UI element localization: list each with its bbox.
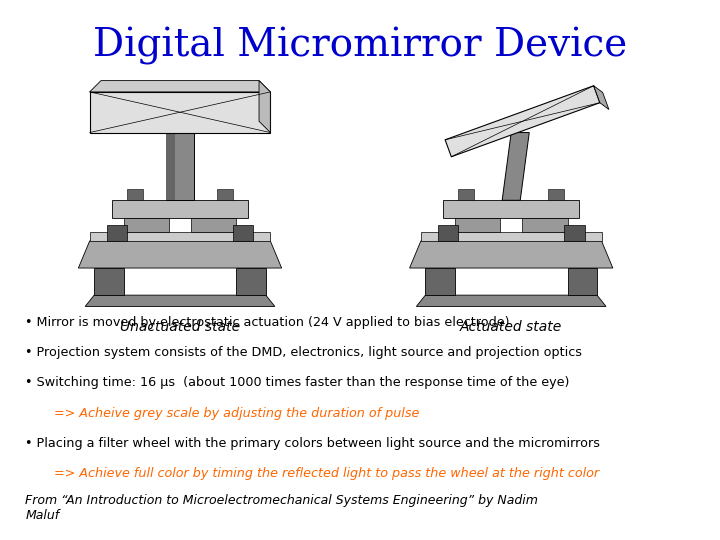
Text: Unactuated state: Unactuated state <box>120 320 240 334</box>
Polygon shape <box>90 92 270 132</box>
Polygon shape <box>502 132 529 200</box>
Polygon shape <box>233 225 253 241</box>
Text: Digital Micromirror Device: Digital Micromirror Device <box>93 27 627 65</box>
Polygon shape <box>94 268 124 295</box>
Polygon shape <box>90 232 270 241</box>
Polygon shape <box>107 225 127 241</box>
Polygon shape <box>549 189 564 200</box>
Polygon shape <box>567 268 597 295</box>
Polygon shape <box>426 268 455 295</box>
Polygon shape <box>416 295 606 306</box>
Polygon shape <box>217 189 233 200</box>
Polygon shape <box>438 225 458 241</box>
Polygon shape <box>124 218 168 232</box>
Text: From “An Introduction to Microelectromechanical Systems Engineering” by Nadim
Ma: From “An Introduction to Microelectromec… <box>25 494 538 522</box>
Polygon shape <box>444 200 579 218</box>
Text: • Mirror is moved by electrostatic actuation (24 V applied to bias electrode): • Mirror is moved by electrostatic actua… <box>25 316 510 329</box>
Polygon shape <box>236 268 266 295</box>
Polygon shape <box>85 295 275 306</box>
Polygon shape <box>455 218 500 232</box>
Polygon shape <box>410 241 613 268</box>
Polygon shape <box>421 232 601 241</box>
Polygon shape <box>523 218 567 232</box>
Polygon shape <box>445 86 600 157</box>
Polygon shape <box>458 189 474 200</box>
Text: => Achieve full color by timing the reflected light to pass the wheel at the rig: => Achieve full color by timing the refl… <box>54 467 599 480</box>
Text: Actuated state: Actuated state <box>460 320 562 334</box>
Polygon shape <box>192 218 236 232</box>
Polygon shape <box>166 132 176 200</box>
Text: • Placing a filter wheel with the primary colors between light source and the mi: • Placing a filter wheel with the primar… <box>25 437 600 450</box>
Polygon shape <box>112 200 248 218</box>
Polygon shape <box>259 80 270 132</box>
Text: • Switching time: 16 μs  (about 1000 times faster than the response time of the : • Switching time: 16 μs (about 1000 time… <box>25 376 570 389</box>
Polygon shape <box>166 132 194 200</box>
Polygon shape <box>594 86 609 110</box>
Polygon shape <box>564 225 585 241</box>
Text: • Projection system consists of the DMD, electronics, light source and projectio: • Projection system consists of the DMD,… <box>25 346 582 359</box>
Text: => Acheive grey scale by adjusting the duration of pulse: => Acheive grey scale by adjusting the d… <box>54 407 419 420</box>
Polygon shape <box>90 80 270 92</box>
Polygon shape <box>78 241 282 268</box>
Polygon shape <box>127 189 143 200</box>
